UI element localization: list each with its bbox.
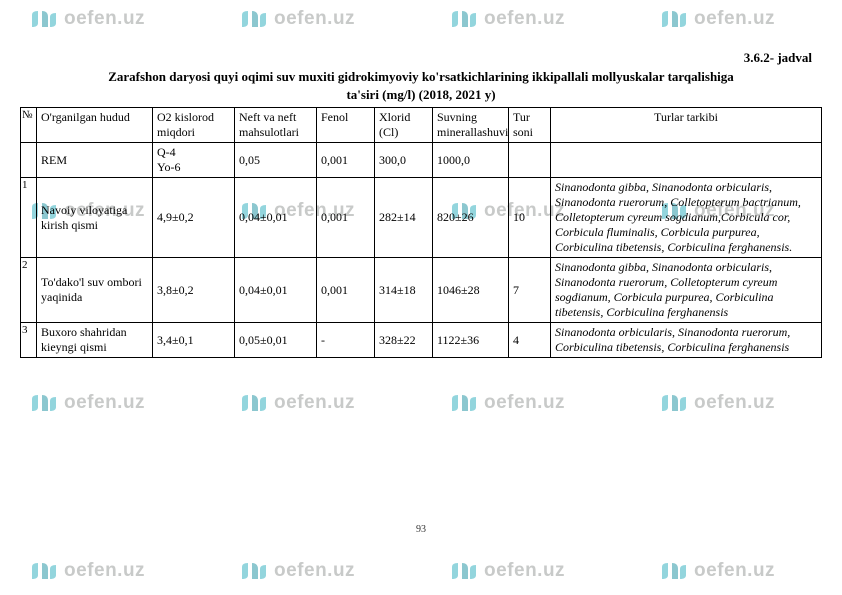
watermark-logo-icon [660,393,688,413]
col-tur: Tur soni [509,108,551,143]
rem-neft: 0,05 [235,143,317,178]
cell-cl: 328±22 [375,323,433,358]
col-species: Turlar tarkibi [551,108,822,143]
rem-label: REM [37,143,153,178]
watermark-logo-icon [660,561,688,581]
title-line-2: ta'siri (mg/l) (2018, 2021 y) [346,87,495,102]
cell-num: 1 [21,178,37,258]
cell-num: 2 [21,258,37,323]
watermark: oefen.uz [450,392,565,414]
cell-num: 3 [21,323,37,358]
page-content: 3.6.2- jadval Zarafshon daryosi quyi oqi… [0,0,842,358]
cell-min: 1046±28 [433,258,509,323]
watermark: oefen.uz [450,560,565,582]
watermark-text: oefen.uz [484,392,565,414]
watermark-logo-icon [240,393,268,413]
data-table: № O'rganilgan hudud O2 kislorod miqdori … [20,107,822,358]
cell-hudud: To'dako'l suv ombori yaqinida [37,258,153,323]
cell-min: 1122±36 [433,323,509,358]
col-neft: Neft va neft mahsulotlari [235,108,317,143]
cell-species: Sinanodonta gibba, Sinanodonta orbicular… [551,178,822,258]
cell-tur: 4 [509,323,551,358]
watermark: oefen.uz [660,560,775,582]
watermark: oefen.uz [30,560,145,582]
cell-o2: 3,8±0,2 [153,258,235,323]
cell-fenol: 0,001 [317,178,375,258]
cell-o2: 3,4±0,1 [153,323,235,358]
watermark-text: oefen.uz [694,560,775,582]
rem-row: REM Q-4Yo-6 0,05 0,001 300,0 1000,0 [21,143,822,178]
rem-o2: Q-4Yo-6 [153,143,235,178]
col-num: № [21,108,37,143]
watermark-text: oefen.uz [274,392,355,414]
cell-neft: 0,05±0,01 [235,323,317,358]
cell-cl: 314±18 [375,258,433,323]
rem-fenol: 0,001 [317,143,375,178]
cell-neft: 0,04±0,01 [235,258,317,323]
watermark-text: oefen.uz [64,392,145,414]
title: Zarafshon daryosi quyi oqimi suv muxiti … [20,68,822,103]
watermark-text: oefen.uz [64,560,145,582]
col-o2: O2 kislorod miqdori [153,108,235,143]
table-body: REM Q-4Yo-6 0,05 0,001 300,0 1000,0 1Nav… [21,143,822,358]
rem-min: 1000,0 [433,143,509,178]
cell-o2: 4,9±0,2 [153,178,235,258]
cell-fenol: 0,001 [317,258,375,323]
page-number: 93 [0,524,842,535]
cell-neft: 0,04±0,01 [235,178,317,258]
rem-num [21,143,37,178]
watermark-text: oefen.uz [484,560,565,582]
cell-cl: 282±14 [375,178,433,258]
rem-cl: 300,0 [375,143,433,178]
cell-hudud: Buxoro shahridan kieyngi qismi [37,323,153,358]
watermark-logo-icon [30,561,58,581]
watermark-logo-icon [240,561,268,581]
title-line-1: Zarafshon daryosi quyi oqimi suv muxiti … [108,69,734,84]
rem-tur [509,143,551,178]
watermark-text: oefen.uz [694,392,775,414]
table-row: 1Navoiy viloyatiga kirish qismi4,9±0,20,… [21,178,822,258]
cell-species: Sinanodonta orbicularis, Sinanodonta rue… [551,323,822,358]
col-min: Suvning minerallashuvi [433,108,509,143]
cell-min: 820±26 [433,178,509,258]
table-number: 3.6.2- jadval [20,50,822,66]
table-row: 2To'dako'l suv ombori yaqinida3,8±0,20,0… [21,258,822,323]
watermark: oefen.uz [240,392,355,414]
header-row: № O'rganilgan hudud O2 kislorod miqdori … [21,108,822,143]
cell-species: Sinanodonta gibba, Sinanodonta orbicular… [551,258,822,323]
table-row: 3Buxoro shahridan kieyngi qismi3,4±0,10,… [21,323,822,358]
watermark-logo-icon [450,393,478,413]
col-cl: Xlorid (Cl) [375,108,433,143]
col-fenol: Fenol [317,108,375,143]
watermark-logo-icon [450,561,478,581]
cell-hudud: Navoiy viloyatiga kirish qismi [37,178,153,258]
watermark: oefen.uz [30,392,145,414]
cell-tur: 7 [509,258,551,323]
watermark-text: oefen.uz [274,560,355,582]
cell-tur: 10 [509,178,551,258]
watermark: oefen.uz [660,392,775,414]
watermark: oefen.uz [240,560,355,582]
cell-fenol: - [317,323,375,358]
col-hudud: O'rganilgan hudud [37,108,153,143]
watermark-logo-icon [30,393,58,413]
rem-species [551,143,822,178]
